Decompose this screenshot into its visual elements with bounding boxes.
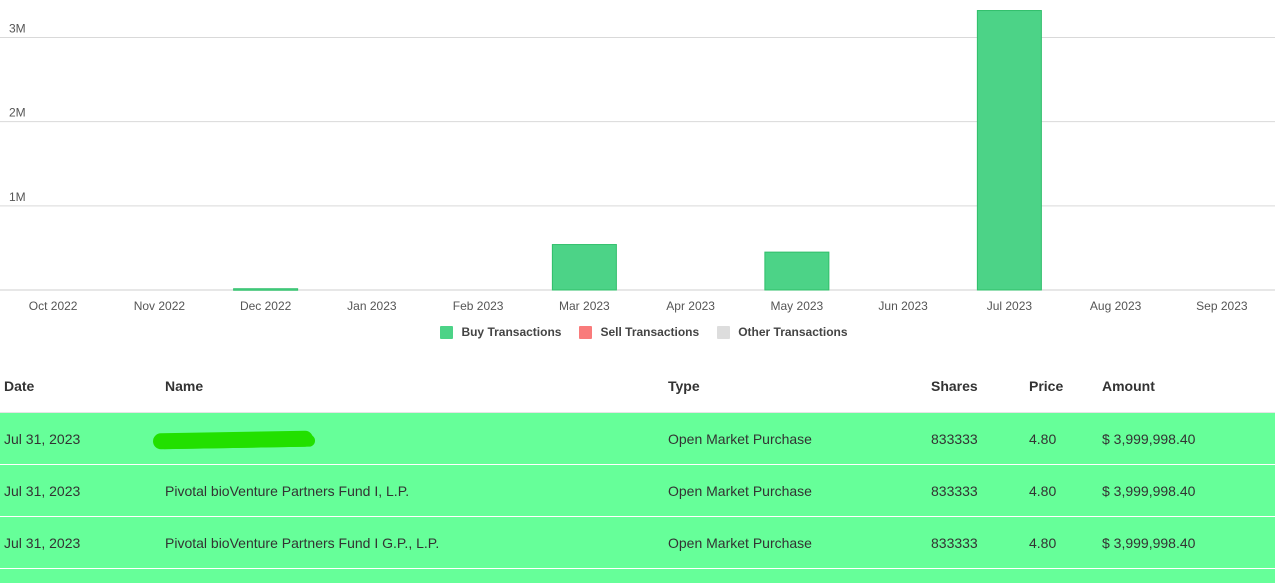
bar-jul-2023 bbox=[976, 10, 1042, 291]
legend-label: Sell Transactions bbox=[600, 325, 700, 339]
x-tick-label: Apr 2023 bbox=[666, 299, 715, 313]
bar-may-2023 bbox=[764, 251, 830, 291]
cell-name: Pivotal bioVenture Partners Fund I G.P.,… bbox=[165, 534, 440, 551]
x-tick-label: Oct 2022 bbox=[29, 299, 78, 313]
chart-legend: Buy Transactions Sell Transactions Other T… bbox=[0, 325, 1288, 339]
x-tick-label: May 2023 bbox=[771, 299, 824, 313]
legend-item[interactable]: Buy Transactions bbox=[440, 325, 561, 339]
cell-amount: $ 3,999,998.40 bbox=[1102, 430, 1196, 447]
legend-swatch bbox=[440, 325, 454, 339]
transactions-table: Date Name Type Shares Price Amount Jul 3… bbox=[0, 360, 1275, 584]
header-shares[interactable]: Shares bbox=[931, 378, 978, 394]
table-row[interactable]: Jul 31, 2023 Open Market Purchase 833333… bbox=[0, 413, 1275, 465]
legend-swatch bbox=[717, 325, 731, 339]
x-tick-label: Sep 2023 bbox=[1196, 299, 1248, 313]
cell-price: 4.80 bbox=[1029, 430, 1057, 447]
legend-label: Buy Transactions bbox=[461, 325, 562, 339]
header-price[interactable]: Price bbox=[1029, 378, 1064, 394]
legend-item[interactable]: Sell Transactions bbox=[579, 325, 699, 339]
x-tick-label: Aug 2023 bbox=[1090, 299, 1142, 313]
cell-price: 4.80 bbox=[1029, 534, 1057, 551]
x-tick-label: Jun 2023 bbox=[878, 299, 928, 313]
x-tick-label: Dec 2022 bbox=[240, 299, 292, 313]
cell-date: Jul 31, 2023 bbox=[4, 482, 81, 499]
cell-date: Jul 31, 2023 bbox=[4, 430, 81, 447]
x-tick-label: Jan 2023 bbox=[347, 299, 397, 313]
cell-type: Open Market Purchase bbox=[668, 430, 812, 447]
legend-label: Other Transactions bbox=[738, 325, 848, 339]
cell-shares: 833333 bbox=[931, 430, 978, 447]
cell-name: Pivotal bioVenture Partners Fund I, L.P. bbox=[165, 482, 410, 499]
y-tick-label: 3M bbox=[9, 21, 26, 35]
x-tick-label: Feb 2023 bbox=[453, 299, 504, 313]
bar-dec-2022 bbox=[233, 288, 299, 291]
cell-date: Jul 31, 2023 bbox=[4, 534, 81, 551]
bar-mar-2023 bbox=[551, 244, 617, 291]
cell-type: Open Market Purchase bbox=[668, 482, 812, 499]
legend-item[interactable]: Other Transactions bbox=[717, 325, 848, 339]
x-tick-label: Nov 2022 bbox=[134, 299, 186, 313]
cell-shares: 833333 bbox=[931, 534, 978, 551]
cell-amount: $ 3,999,998.40 bbox=[1102, 482, 1196, 499]
y-tick-label: 2M bbox=[9, 106, 26, 120]
cell-type: Open Market Purchase bbox=[668, 534, 812, 551]
table-row[interactable]: Jul 31, 2023 Pivotal bioVenture Partners… bbox=[0, 517, 1275, 569]
table-header: Date Name Type Shares Price Amount bbox=[0, 360, 1275, 413]
cell-shares: 833333 bbox=[931, 482, 978, 499]
transactions-chart: 1M 2M 3M Oct 2022 Nov 2022 Dec 2022 Jan 2023 Fe… bbox=[0, 10, 1288, 339]
header-type[interactable]: Type bbox=[668, 378, 700, 394]
cell-amount: $ 3,999,998.40 bbox=[1102, 534, 1196, 551]
header-name[interactable]: Name bbox=[165, 378, 204, 394]
table-row[interactable]: Jul 31, 2023 Pivotal bioVenture Partners… bbox=[0, 465, 1275, 517]
x-tick-label: Jul 2023 bbox=[987, 299, 1033, 313]
redaction-scribble bbox=[152, 430, 314, 449]
header-date[interactable]: Date bbox=[4, 378, 35, 394]
cell-price: 4.80 bbox=[1029, 482, 1057, 499]
header-amount[interactable]: Amount bbox=[1102, 378, 1155, 394]
bar-chart: 1M 2M 3M Oct 2022 Nov 2022 Dec 2022 Jan 2023 Fe… bbox=[0, 10, 1275, 313]
x-tick-label: Mar 2023 bbox=[559, 299, 610, 313]
y-tick-label: 1M bbox=[9, 190, 26, 204]
legend-swatch bbox=[579, 325, 593, 339]
